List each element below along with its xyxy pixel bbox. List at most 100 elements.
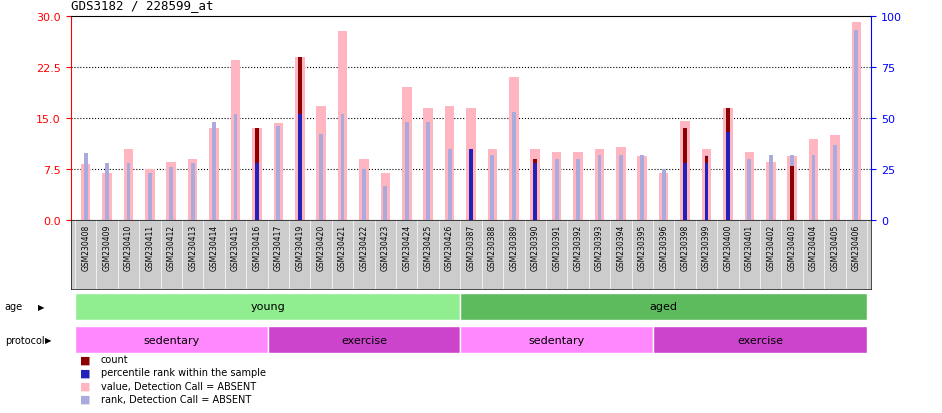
Text: GSM230422: GSM230422 (360, 224, 368, 271)
Bar (298, 115, 301, 221)
Bar (317, 107, 326, 221)
Bar (638, 156, 647, 221)
Bar (209, 129, 219, 221)
Text: GSM230404: GSM230404 (809, 224, 818, 271)
Bar (402, 88, 412, 221)
Bar (854, 31, 858, 221)
Bar (788, 156, 797, 221)
Bar (809, 139, 819, 221)
Bar (145, 170, 154, 221)
Text: GSM230421: GSM230421 (338, 224, 347, 271)
Bar (726, 109, 730, 221)
Text: aged: aged (650, 301, 677, 312)
Text: GDS3182 / 228599_at: GDS3182 / 228599_at (71, 0, 213, 12)
Text: age: age (5, 301, 23, 312)
Bar (702, 150, 711, 221)
Text: rank, Detection Call = ABSENT: rank, Detection Call = ABSENT (101, 394, 252, 404)
Bar (445, 107, 454, 221)
Bar (705, 164, 708, 221)
Bar (574, 153, 583, 221)
Bar (123, 150, 133, 221)
Text: GSM230401: GSM230401 (745, 224, 754, 271)
Bar (830, 136, 839, 221)
Text: GSM230423: GSM230423 (381, 224, 390, 271)
Text: GSM230413: GSM230413 (188, 224, 197, 271)
Bar (75, 326, 268, 353)
Bar (167, 163, 176, 221)
Bar (106, 164, 109, 221)
Bar (234, 115, 237, 221)
Bar (616, 147, 625, 221)
Bar (790, 156, 794, 221)
Bar (680, 122, 690, 221)
Bar (298, 115, 301, 221)
Bar (295, 57, 304, 221)
Bar (126, 164, 130, 221)
Text: GSM230398: GSM230398 (680, 224, 690, 271)
Bar (252, 129, 262, 221)
Bar (744, 153, 755, 221)
Text: GSM230395: GSM230395 (638, 224, 647, 271)
Bar (747, 159, 751, 221)
Bar (381, 173, 390, 221)
Bar (641, 156, 644, 221)
Text: ■: ■ (80, 368, 90, 377)
Bar (447, 150, 451, 221)
Bar (661, 170, 666, 221)
Bar (423, 109, 433, 221)
Bar (362, 170, 365, 221)
Text: GSM230416: GSM230416 (252, 224, 262, 271)
Bar (461, 293, 867, 320)
Bar (512, 113, 515, 221)
Text: ▶: ▶ (45, 335, 52, 344)
Text: GSM230400: GSM230400 (723, 224, 733, 271)
Bar (683, 129, 687, 221)
Text: GSM230414: GSM230414 (209, 224, 219, 271)
Bar (509, 78, 519, 221)
Text: GSM230389: GSM230389 (510, 224, 518, 271)
Bar (491, 156, 495, 221)
Bar (75, 293, 461, 320)
Text: young: young (251, 301, 285, 312)
Bar (658, 173, 669, 221)
Text: GSM230390: GSM230390 (530, 224, 540, 271)
Bar (705, 156, 708, 221)
Bar (812, 156, 816, 221)
Text: protocol: protocol (5, 335, 44, 345)
Bar (705, 156, 708, 221)
Text: GSM230387: GSM230387 (466, 224, 476, 271)
Text: GSM230408: GSM230408 (81, 224, 90, 271)
Bar (103, 173, 112, 221)
Bar (359, 159, 368, 221)
Text: ▶: ▶ (38, 302, 44, 311)
Bar (790, 166, 794, 221)
Text: GSM230417: GSM230417 (274, 224, 283, 271)
Text: GSM230393: GSM230393 (595, 224, 604, 271)
Bar (488, 150, 497, 221)
Text: exercise: exercise (737, 335, 783, 345)
Bar (533, 159, 537, 221)
Bar (619, 156, 623, 221)
Bar (552, 153, 561, 221)
Bar (469, 150, 473, 221)
Text: sedentary: sedentary (528, 335, 585, 345)
Text: GSM230424: GSM230424 (402, 224, 412, 271)
Text: GSM230426: GSM230426 (445, 224, 454, 271)
Bar (555, 159, 559, 221)
Bar (341, 115, 345, 221)
Text: GSM230399: GSM230399 (702, 224, 711, 271)
Bar (84, 154, 88, 221)
Bar (683, 156, 687, 221)
Text: GSM230410: GSM230410 (124, 224, 133, 271)
Bar (653, 326, 867, 353)
Bar (255, 164, 259, 221)
Bar (212, 123, 216, 221)
Bar (469, 150, 473, 221)
Bar (273, 124, 284, 221)
Bar (530, 150, 540, 221)
Bar (533, 164, 537, 221)
Text: GSM230405: GSM230405 (831, 224, 839, 271)
Bar (319, 135, 323, 221)
Bar (597, 156, 601, 221)
Bar (466, 109, 476, 221)
